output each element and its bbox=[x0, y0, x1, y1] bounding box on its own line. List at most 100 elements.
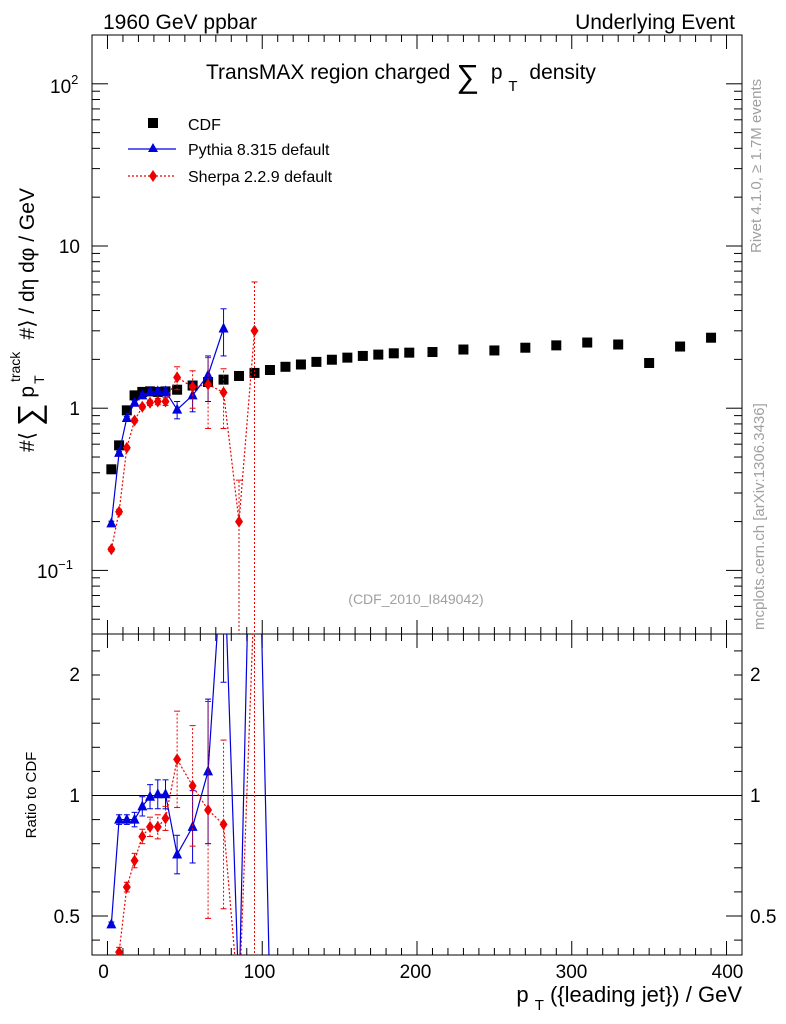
ratio-point-sherpa bbox=[153, 820, 162, 833]
ratio-point-pythia bbox=[121, 813, 132, 824]
data-point-sherpa bbox=[146, 396, 155, 409]
ratio-point-sherpa bbox=[204, 803, 213, 816]
ratio-plot-area bbox=[106, 634, 270, 955]
series-line-pythia bbox=[110, 328, 225, 524]
data-point-cdf bbox=[373, 349, 384, 360]
legend-label-cdf: CDF bbox=[188, 117, 221, 134]
data-point-pythia bbox=[137, 389, 148, 400]
data-point-pythia bbox=[121, 412, 132, 423]
ratio-point-sherpa bbox=[173, 753, 182, 766]
data-point-cdf bbox=[114, 440, 125, 451]
data-point-cdf bbox=[404, 347, 415, 358]
data-point-sherpa bbox=[122, 441, 131, 454]
data-point-cdf bbox=[249, 367, 260, 378]
x-axis-label: p T ({leading jet}) / GeV bbox=[516, 982, 742, 1015]
x-tick-label-100: 100 bbox=[244, 962, 276, 983]
rivet-info: Rivet 4.1.0, ≥ 1.7M events bbox=[748, 79, 765, 253]
chart-title: TransMAX region charged ∑ p T density bbox=[206, 58, 596, 96]
ratio-point-sherpa bbox=[146, 820, 155, 833]
data-point-cdf bbox=[458, 344, 469, 355]
y-tick-label-100: 102 bbox=[50, 72, 78, 98]
ratio-point-pythia bbox=[145, 790, 156, 801]
data-point-pythia bbox=[160, 385, 171, 396]
x-tick-label-0: 0 bbox=[98, 962, 109, 983]
analysis-id: (CDF_2010_I849042) bbox=[348, 591, 483, 607]
data-point-cdf bbox=[675, 341, 686, 352]
data-point-cdf bbox=[326, 354, 337, 365]
ratio-point-pythia bbox=[129, 813, 140, 824]
main-plot-area bbox=[106, 281, 717, 634]
legend-label-pythia: Pythia 8.315 default bbox=[188, 142, 330, 159]
ratio-line-sherpa bbox=[117, 634, 254, 955]
data-point-cdf bbox=[613, 339, 624, 350]
ratio-point-sherpa bbox=[188, 779, 197, 792]
x-tick-label-400: 400 bbox=[712, 962, 744, 983]
axis-ticks bbox=[91, 35, 743, 955]
y-tick-label-0.1: 10−1 bbox=[37, 557, 73, 583]
header-left: 1960 GeV ppbar bbox=[103, 11, 257, 34]
data-point-pythia bbox=[106, 517, 117, 528]
header-right: Underlying Event bbox=[575, 11, 735, 34]
data-point-sherpa bbox=[153, 395, 162, 408]
y-tick-label-1: 1 bbox=[69, 399, 80, 420]
ratio-point-sherpa bbox=[138, 830, 147, 843]
data-point-pythia bbox=[145, 385, 156, 396]
legend-label-sherpa: Sherpa 2.2.9 default bbox=[188, 169, 333, 186]
data-point-sherpa bbox=[138, 400, 147, 413]
ratio-point-sherpa bbox=[115, 946, 124, 955]
data-point-sherpa bbox=[188, 381, 197, 394]
y-tick-label-10: 10 bbox=[59, 237, 80, 258]
x-tick-label-300: 300 bbox=[556, 962, 588, 983]
ratio-point-pythia bbox=[106, 918, 117, 929]
ratio-tick-label-2-right: 2 bbox=[750, 665, 761, 686]
data-point-cdf bbox=[121, 405, 132, 416]
mcplots-info: mcplots.cern.ch [arXiv:1306.3436] bbox=[751, 403, 768, 630]
data-point-sherpa bbox=[107, 543, 116, 556]
data-point-cdf bbox=[582, 337, 593, 348]
ratio-tick-label-0.5: 0.5 bbox=[54, 907, 80, 928]
data-point-cdf bbox=[706, 332, 717, 343]
data-point-sherpa bbox=[173, 371, 182, 384]
data-point-sherpa bbox=[204, 378, 213, 391]
data-point-sherpa bbox=[235, 515, 244, 528]
data-point-pythia bbox=[114, 446, 125, 457]
x-tick-label-200: 200 bbox=[400, 962, 432, 983]
data-point-pythia bbox=[172, 403, 183, 414]
ratio-tick-label-2: 2 bbox=[69, 665, 80, 686]
data-point-cdf bbox=[520, 342, 531, 353]
ratio-point-pythia bbox=[152, 788, 163, 799]
data-point-cdf bbox=[357, 350, 368, 361]
legend-marker-sherpa bbox=[149, 170, 157, 182]
ratio-tick-label-0.5-right: 0.5 bbox=[750, 907, 776, 928]
legend: CDF Pythia 8.315 default Sherpa 2.2.9 de… bbox=[128, 117, 333, 186]
data-point-cdf bbox=[644, 357, 655, 368]
data-point-sherpa bbox=[161, 395, 170, 408]
data-point-cdf bbox=[427, 347, 438, 358]
series-line-sherpa bbox=[110, 330, 256, 550]
data-point-cdf bbox=[295, 359, 306, 370]
legend-marker-cdf bbox=[148, 118, 158, 128]
data-point-pythia bbox=[129, 396, 140, 407]
data-point-cdf bbox=[388, 348, 399, 359]
legend-marker-pythia bbox=[148, 143, 158, 152]
data-point-sherpa bbox=[219, 386, 228, 399]
ratio-point-pythia bbox=[172, 848, 183, 859]
data-point-cdf bbox=[280, 361, 291, 372]
data-point-cdf bbox=[311, 356, 322, 367]
ratio-point-sherpa bbox=[219, 818, 228, 831]
data-point-cdf bbox=[264, 364, 275, 375]
ratio-tick-label-1-right: 1 bbox=[750, 786, 761, 807]
data-point-sherpa bbox=[250, 324, 259, 337]
data-point-pythia bbox=[203, 369, 214, 380]
data-point-cdf bbox=[489, 345, 500, 356]
ratio-point-pythia bbox=[137, 800, 148, 811]
data-point-cdf bbox=[106, 464, 117, 475]
ratio-point-sherpa bbox=[161, 812, 170, 825]
ratio-point-sherpa bbox=[130, 854, 139, 867]
ratio-y-axis-label: Ratio to CDF bbox=[23, 752, 40, 839]
data-point-cdf bbox=[342, 352, 353, 363]
data-point-cdf bbox=[234, 370, 245, 381]
ratio-point-pythia bbox=[114, 813, 125, 824]
data-point-pythia bbox=[218, 322, 229, 333]
